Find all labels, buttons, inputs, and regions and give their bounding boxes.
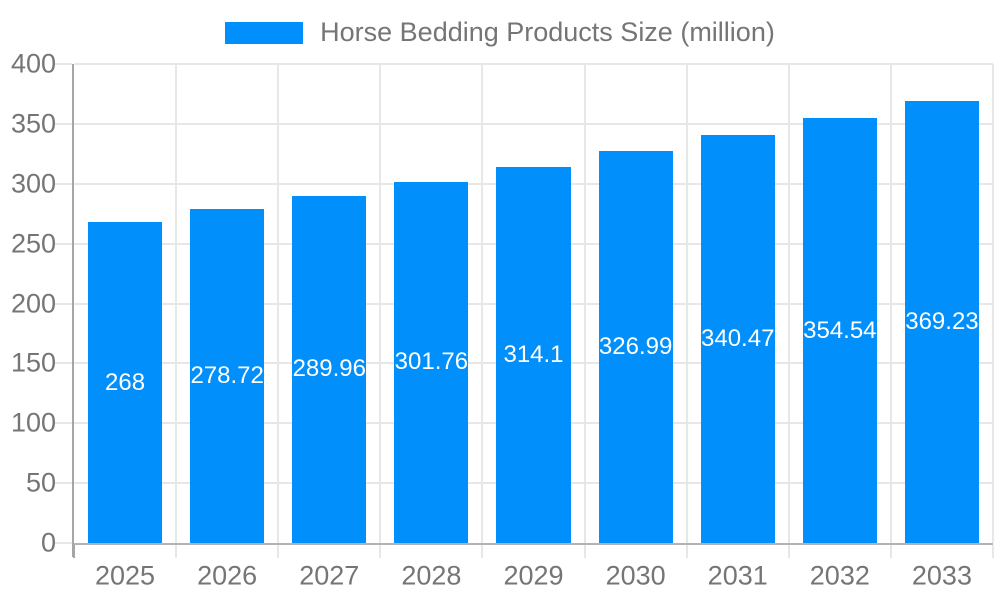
x-axis-tick: [583, 545, 586, 558]
y-tick-label: 0: [40, 527, 56, 558]
bar[interactable]: [700, 135, 775, 543]
y-tick-label: 50: [25, 467, 56, 498]
gridline-vertical: [889, 64, 892, 543]
gridline-horizontal: [74, 63, 993, 65]
y-tick-label: 400: [10, 48, 56, 79]
y-axis-tick: [55, 302, 72, 305]
chart-legend[interactable]: Horse Bedding Products Size (million): [0, 17, 1000, 48]
gridline-vertical: [277, 64, 280, 543]
x-axis-tick: [73, 545, 75, 558]
x-tick-label: 2030: [605, 560, 666, 591]
x-axis-tick: [685, 545, 688, 558]
gridline-vertical: [787, 64, 790, 543]
bar[interactable]: [598, 151, 673, 543]
x-tick-label: 2026: [197, 560, 258, 591]
y-tick-label: 100: [10, 407, 56, 438]
x-tick-label: 2027: [299, 560, 360, 591]
bar-value-label: 301.76: [394, 348, 469, 376]
y-tick-label: 350: [10, 108, 56, 139]
x-tick-label: 2033: [911, 560, 972, 591]
x-axis-tick: [787, 545, 790, 558]
bar[interactable]: [802, 118, 877, 543]
x-axis-tick: [992, 545, 994, 558]
y-axis-tick: [55, 362, 72, 365]
x-axis-tick: [379, 545, 382, 558]
y-axis-tick: [55, 122, 72, 125]
y-tick-label: 150: [10, 347, 56, 378]
x-axis-tick: [277, 545, 280, 558]
bar[interactable]: [292, 195, 367, 543]
bar[interactable]: [904, 100, 979, 543]
y-axis-line: [72, 64, 74, 557]
y-axis-tick: [55, 482, 72, 485]
bar-value-label: 314.1: [503, 340, 564, 368]
y-tick-label: 300: [10, 168, 56, 199]
y-axis-tick: [55, 422, 72, 425]
x-tick-label: 2032: [809, 560, 870, 591]
y-tick-label: 200: [10, 288, 56, 318]
x-axis-tick: [175, 545, 178, 558]
bar[interactable]: [496, 166, 571, 543]
bar-value-label: 326.99: [598, 333, 673, 361]
bar-value-label: 340.47: [701, 325, 775, 353]
x-tick-label: 2029: [503, 560, 564, 591]
bar-value-label: 289.96: [292, 355, 366, 383]
x-tick-label: 2028: [401, 560, 462, 591]
gridline-vertical: [583, 64, 586, 543]
x-axis-tick: [481, 545, 484, 558]
bar[interactable]: [394, 181, 469, 543]
x-tick-label: 2025: [95, 560, 156, 591]
gridline-vertical: [685, 64, 688, 543]
bar-value-label: 369.23: [905, 307, 979, 335]
y-axis-tick: [55, 542, 72, 544]
bar-value-label: 278.72: [190, 362, 264, 390]
bar[interactable]: [88, 222, 163, 543]
bar[interactable]: [190, 209, 265, 543]
x-axis-tick: [889, 545, 892, 558]
legend-label: Horse Bedding Products Size (million): [320, 17, 775, 47]
y-axis-tick: [55, 63, 72, 65]
x-axis-line: [72, 543, 993, 545]
legend-swatch-icon: [225, 21, 304, 44]
y-axis-tick: [55, 242, 72, 245]
bar-value-label: 354.54: [803, 316, 877, 344]
gridline-vertical: [379, 64, 382, 543]
y-tick-label: 250: [10, 228, 56, 259]
y-axis-tick: [55, 182, 72, 185]
x-tick-label: 2031: [707, 560, 768, 591]
gridline-vertical: [481, 64, 484, 543]
gridline-horizontal: [74, 122, 993, 125]
bar-value-label: 268: [105, 368, 146, 396]
gridline-vertical: [992, 64, 994, 543]
gridline-vertical: [175, 64, 178, 543]
plot-area: 268 2025 278.72 2026 289.96 2027 301.76 2028 314…: [55, 63, 994, 591]
